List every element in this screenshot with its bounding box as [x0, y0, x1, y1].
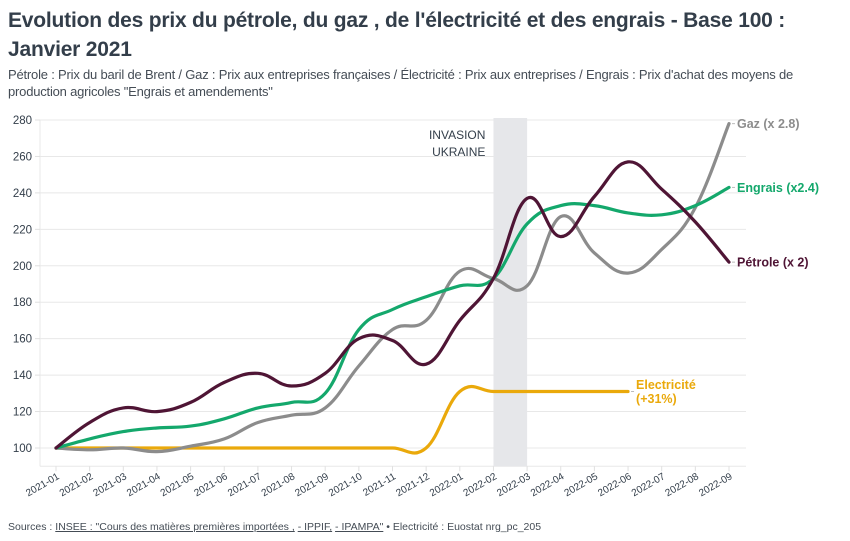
x-tick-label: 2021-12	[394, 471, 432, 499]
y-axis: 100 120 140 160 180 200 220 240 260 280	[13, 115, 40, 455]
sources-footer: Sources : INSEE : "Cours des matières pr…	[8, 521, 541, 533]
y-tick-label: 260	[13, 151, 32, 163]
y-tick-label: 120	[13, 407, 32, 419]
y-tick-label: 240	[13, 188, 32, 200]
series-label-electricite: Electricité	[636, 378, 696, 392]
y-tick-label: 200	[13, 261, 32, 273]
x-tick-label: 2022-08	[664, 471, 702, 499]
y-tick-label: 280	[13, 115, 32, 127]
invasion-ukraine-band	[493, 118, 528, 467]
series-line-gaz	[54, 122, 731, 454]
x-tick-label: 2021-11	[361, 471, 398, 499]
invasion-band-layer: INVASION UKRAINE	[429, 118, 528, 467]
x-tick-label: 2022-07	[630, 471, 668, 499]
source-link-insee[interactable]: INSEE : "Cours des matières premières im…	[55, 521, 295, 533]
x-tick-label: 2021-03	[92, 471, 130, 499]
y-tick-label: 140	[13, 370, 32, 382]
y-tick-label: 180	[13, 297, 32, 309]
x-tick-label: 2022-02	[462, 471, 500, 499]
x-tick-label: 2021-08	[260, 471, 298, 499]
x-tick-label: 2022-06	[596, 471, 634, 499]
series-line-engrais	[54, 185, 731, 450]
x-tick-label: 2021-06	[192, 471, 230, 499]
series-line-petrole	[54, 160, 731, 450]
grid	[39, 119, 746, 467]
x-axis: 2021-012021-022021-032021-042021-052021-…	[24, 466, 735, 499]
source-link-ippif[interactable]: - IPPIF,	[297, 521, 333, 533]
x-tick-label: 2021-09	[293, 471, 331, 499]
x-tick-label: 2021-05	[159, 471, 197, 499]
series-line-electricite	[54, 384, 630, 455]
series-labels: Electricité(+31%) Gaz (x 2.8) Engrais (x2.…	[631, 117, 819, 406]
series-label-petrole: Pétrole (x 2)	[737, 256, 809, 270]
x-tick-label: 2021-01	[24, 471, 62, 499]
chart-title: Evolution des prix du pétrole, du gaz , …	[8, 9, 786, 61]
x-tick-label: 2022-05	[563, 471, 601, 499]
source-link-ipampa[interactable]: - IPAMPA"	[335, 521, 384, 533]
x-tick-label: 2022-01	[428, 471, 466, 499]
sources-suffix: • Electricité : Euostat nrg_pc_205	[383, 521, 542, 533]
y-tick-label: 160	[13, 334, 32, 346]
y-tick-label: 220	[13, 224, 32, 236]
series-layer	[54, 122, 731, 455]
x-tick-label: 2021-02	[58, 471, 96, 499]
x-tick-label: 2022-09	[697, 471, 735, 499]
invasion-annotation-line: UKRAINE	[432, 145, 485, 159]
x-tick-label: 2021-10	[327, 471, 365, 499]
invasion-annotation-line: INVASION	[429, 128, 485, 142]
x-tick-label: 2022-04	[529, 471, 567, 499]
series-label-electricite: (+31%)	[636, 392, 677, 406]
chart-subtitle: Pétrole : Prix du baril de Brent / Gaz :…	[8, 67, 794, 99]
series-label-gaz: Gaz (x 2.8)	[737, 117, 800, 131]
x-tick-label: 2022-03	[495, 471, 533, 499]
x-tick-label: 2021-04	[125, 471, 163, 499]
sources-prefix: Sources :	[8, 521, 56, 533]
series-label-engrais: Engrais (x2.4)	[737, 181, 819, 195]
y-tick-label: 100	[13, 443, 32, 455]
x-tick-label: 2021-07	[226, 471, 264, 499]
